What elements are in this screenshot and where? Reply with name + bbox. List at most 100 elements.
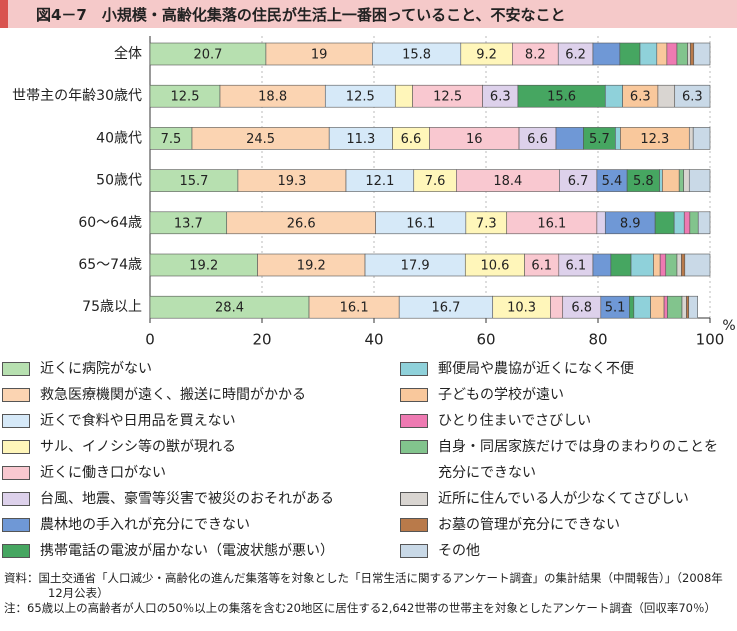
bar-segment <box>633 295 651 319</box>
bar-segment <box>555 127 584 150</box>
legend-label: 近くに働き口がない <box>40 465 166 481</box>
data-label: 5.7 <box>589 132 610 147</box>
bar-segment <box>676 253 682 277</box>
legend-swatch <box>2 414 30 428</box>
bar-segment <box>659 253 667 277</box>
legend-swatch <box>400 544 428 558</box>
y-tick-label: 世帯主の年齢30歳代 <box>12 88 142 104</box>
bar-segment <box>690 42 695 66</box>
legend-label: 郵便局や農協が近くになく不便 <box>438 361 634 377</box>
bar-segment <box>693 42 711 66</box>
bar-segment <box>681 295 687 319</box>
legend-swatch <box>2 440 30 454</box>
legend-swatch <box>2 544 30 558</box>
data-label: 6.3 <box>630 90 651 105</box>
data-label: 6.2 <box>565 48 586 63</box>
bar-segment <box>674 84 711 108</box>
data-label: 5.4 <box>602 174 623 189</box>
data-label: 6.6 <box>527 132 548 147</box>
data-label: 17.9 <box>401 259 430 274</box>
data-label: 6.3 <box>490 90 511 105</box>
x-tick-label: 20 <box>252 331 271 349</box>
bar-segment <box>615 127 621 150</box>
legend-swatch <box>400 440 428 454</box>
title-bar <box>0 0 737 28</box>
legend-label: 近くで食料や日用品を買えない <box>40 413 236 429</box>
bar-segment <box>697 211 711 235</box>
data-label: 16.1 <box>340 301 369 316</box>
bar-segment <box>657 84 676 108</box>
x-tick-label: 80 <box>588 331 607 349</box>
legend-label: その他 <box>438 543 480 559</box>
legend-label: 農林地の手入れが充分にできない <box>40 517 250 533</box>
legend-label: 台風、地震、豪雪等災害で被災のおそれがある <box>40 491 334 507</box>
data-label: 16.7 <box>431 301 460 316</box>
legend-swatch <box>2 466 30 480</box>
legend-swatch <box>400 414 428 428</box>
legend-label: 子どもの学校が遠い <box>438 387 564 403</box>
bar-segment <box>692 127 711 150</box>
bar-segment <box>659 169 663 192</box>
data-label: 6.1 <box>566 259 587 274</box>
x-tick-label: 0 <box>145 331 155 349</box>
bar-segment <box>592 253 612 277</box>
data-label: 24.5 <box>246 132 275 147</box>
bar-segment <box>610 253 632 277</box>
chart-title: 図4－7 小規模・高齢化集落の住民が生活上一番困っていること、不安なこと <box>36 6 566 24</box>
bar-segment <box>654 211 675 235</box>
bar-segment <box>630 253 654 277</box>
data-label: 7.5 <box>161 132 182 147</box>
data-label: 16.1 <box>406 216 435 231</box>
bar-segment <box>550 295 564 319</box>
data-label: 19 <box>311 48 328 63</box>
legend-label: サル、イノシシ等の獣が現れる <box>40 439 236 455</box>
data-label: 15.6 <box>547 90 576 105</box>
data-label: 7.3 <box>476 216 497 231</box>
y-tick-label: 60〜64歳 <box>78 215 142 231</box>
y-tick-label: 75歳以上 <box>82 299 142 315</box>
y-tick-label: 全体 <box>114 45 142 62</box>
legend-label: 携帯電話の電波が届かない（電波状態が悪い） <box>40 543 334 559</box>
bar-segment <box>665 253 678 277</box>
bar-segment <box>688 295 698 319</box>
bar-segment <box>653 253 661 277</box>
data-label: 6.3 <box>682 90 703 105</box>
bar-segment <box>656 42 668 66</box>
y-tick-label: 40歳代 <box>96 130 142 146</box>
legend-swatch <box>400 388 428 402</box>
y-tick-label: 50歳代 <box>96 173 142 189</box>
source-note: 資料：国土交通省「人口減少・高齢化の進んだ集落等を対象とした「日常生活に関するア… <box>4 571 732 601</box>
data-label: 15.7 <box>179 174 208 189</box>
bar-segment <box>688 127 694 150</box>
data-label: 9.2 <box>476 48 497 63</box>
data-label: 6.6 <box>401 132 422 147</box>
bar-segment <box>604 84 623 108</box>
data-label: 12.3 <box>640 132 669 147</box>
y-tick-label: 65〜74歳 <box>78 257 142 273</box>
bar-segment <box>592 42 621 66</box>
x-tick-label: 60 <box>476 331 495 349</box>
legend-label: お墓の管理が充分にできない <box>438 517 620 533</box>
legend-label: 近所に住んでいる人が少なくてさびしい <box>438 491 689 507</box>
data-label: 6.1 <box>531 259 552 274</box>
bar-segment <box>650 295 665 319</box>
legend-swatch <box>2 362 30 376</box>
note: 注：65歳以上の高齢者が人口の50％以上の集落を含む20地区に居住する2,642… <box>4 601 716 615</box>
bar-segment <box>683 169 690 192</box>
legend-swatch <box>400 492 428 506</box>
data-label: 19.3 <box>277 174 306 189</box>
data-label: 28.4 <box>215 301 244 316</box>
bar-segment <box>666 42 678 66</box>
legend-label: 近くに病院がない <box>40 361 152 377</box>
bar-segment <box>394 84 413 108</box>
bar-segment <box>663 295 668 319</box>
legend-swatch <box>2 388 30 402</box>
bar-segment <box>678 169 684 192</box>
bar-segment <box>689 211 699 235</box>
data-label: 10.3 <box>507 301 536 316</box>
data-label: 8.2 <box>525 48 546 63</box>
x-unit: % <box>722 318 735 334</box>
legend-label: ひとり住まいでさびしい <box>438 413 592 429</box>
bar-segment <box>629 295 635 319</box>
